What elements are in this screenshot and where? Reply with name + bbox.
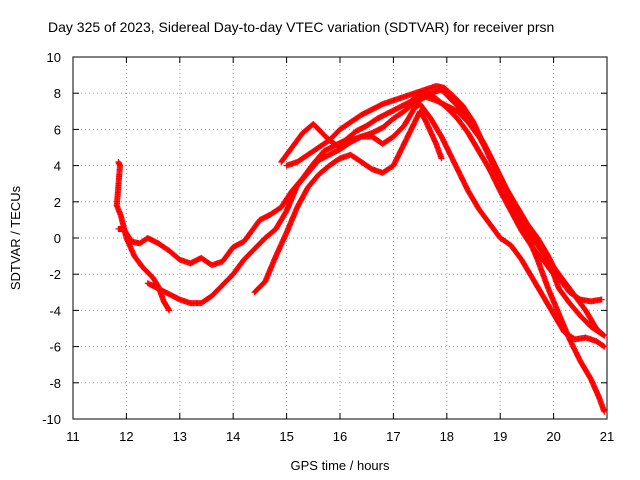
y-tick-label: -4 <box>49 303 61 318</box>
y-tick-label: 8 <box>54 86 61 101</box>
y-tick-label: 2 <box>54 195 61 210</box>
series-pass-F <box>283 82 607 414</box>
axis-ticks: 11 12 13 14 15 16 17 18 19 20 21 -10 -8 -6 -4 -2 0 2 4 6 8 10 <box>42 50 614 444</box>
chart-title: Day 325 of 2023, Sidereal Day-to-day VTE… <box>48 19 554 35</box>
x-axis-label: GPS time / hours <box>291 458 390 473</box>
x-tick-label: 17 <box>386 429 400 444</box>
x-tick-label: 14 <box>226 429 240 444</box>
y-tick-label: 6 <box>54 122 61 137</box>
data-point-trail <box>600 331 607 338</box>
y-axis-label: SDTVAR / TECUs <box>8 185 23 290</box>
y-tick-label: -8 <box>49 376 61 391</box>
data-point <box>601 343 608 350</box>
x-tick-label: 18 <box>440 429 454 444</box>
y-tick-label: -2 <box>49 267 61 282</box>
x-tick-label: 13 <box>173 429 187 444</box>
y-tick-label: -10 <box>42 412 61 427</box>
x-tick-label: 11 <box>66 429 80 444</box>
data-point <box>438 155 445 162</box>
data-point-trail <box>600 342 607 349</box>
series-pass-B <box>115 90 604 337</box>
data-point <box>601 408 608 415</box>
data-point <box>166 307 173 314</box>
data-point <box>601 332 608 339</box>
x-tick-label: 21 <box>600 429 614 444</box>
y-tick-label: 4 <box>54 159 61 174</box>
y-tick-label: -6 <box>49 340 61 355</box>
data-point <box>598 296 605 303</box>
series-pass-C <box>144 93 607 338</box>
x-tick-label: 15 <box>279 429 293 444</box>
y-tick-label: 0 <box>54 231 61 246</box>
x-tick-label: 19 <box>493 429 507 444</box>
x-tick-label: 16 <box>333 429 347 444</box>
series-pass-D <box>251 108 445 296</box>
x-tick-label: 20 <box>546 429 560 444</box>
series-pass-G <box>417 86 604 305</box>
y-tick-label: 10 <box>47 50 61 65</box>
x-tick-label: 12 <box>119 429 133 444</box>
data-points <box>113 82 608 415</box>
